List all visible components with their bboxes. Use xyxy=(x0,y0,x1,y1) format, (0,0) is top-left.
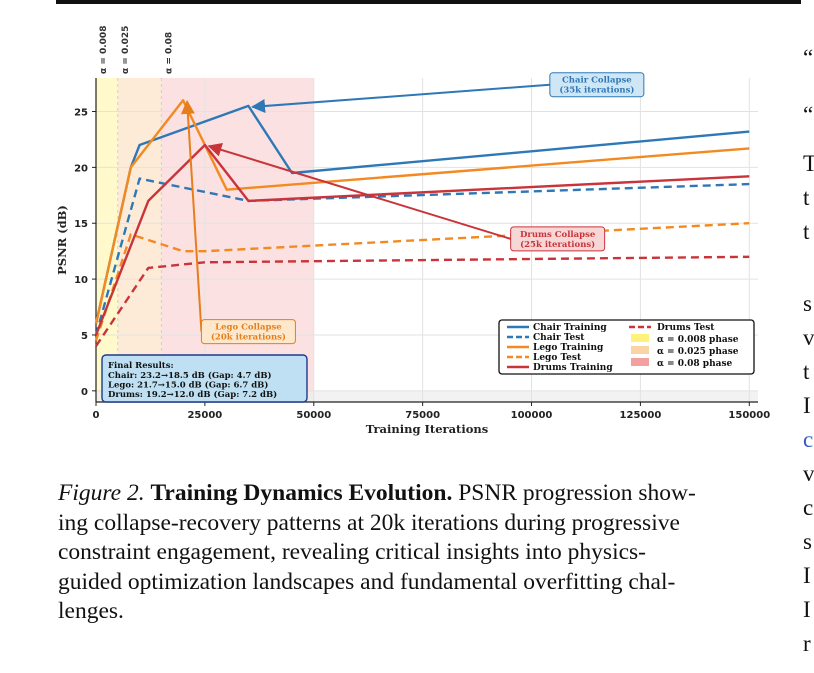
x-tick-label: 100000 xyxy=(511,410,553,421)
annotation-box xyxy=(510,226,606,252)
series-line xyxy=(95,255,750,347)
legend-label: Chair Training xyxy=(533,323,607,333)
right-column-fragment: T xyxy=(803,151,814,176)
phase-band xyxy=(161,78,314,402)
phase-alpha-label: α = 0.008 xyxy=(99,26,109,74)
legend-label: α = 0.08 phase xyxy=(657,359,733,369)
caption-title: Training Dynamics Evolution. xyxy=(150,480,453,506)
y-tick-label: 0 xyxy=(81,387,88,398)
series-line xyxy=(94,143,750,336)
series-line xyxy=(94,222,750,341)
right-column-fragment: v xyxy=(803,325,814,350)
annotation-text: (20k iterations) xyxy=(211,332,286,343)
x-tick-label: 125000 xyxy=(620,410,662,421)
caption-line-3: constraint engagement, revealing critica… xyxy=(58,539,646,565)
caption-line-4: guided optimization landscapes and funda… xyxy=(58,568,676,595)
results-line: Lego: 21.7→15.0 dB (Gap: 6.7 dB) xyxy=(108,380,268,391)
legend-label: α = 0.008 phase xyxy=(657,335,739,345)
legend-label: α = 0.025 phase xyxy=(657,347,739,357)
legend-label: Lego Test xyxy=(533,353,582,363)
results-line: Drums: 19.2→12.0 dB (Gap: 7.2 dB) xyxy=(108,389,277,400)
legend-label: Drums Test xyxy=(657,323,715,333)
legend-label: Drums Training xyxy=(533,363,613,373)
y-tick-label: 15 xyxy=(74,219,88,230)
right-column-fragment: c xyxy=(803,427,814,452)
baseline-band xyxy=(96,390,758,402)
figure-caption: Figure 2. Training Dynamics Evolution. P… xyxy=(58,479,770,627)
right-column-fragment: v xyxy=(803,461,814,486)
y-tick-label: 20 xyxy=(74,163,88,174)
annotation-box xyxy=(549,72,645,98)
x-tick-label: 25000 xyxy=(187,410,222,421)
right-column-fragment: s xyxy=(803,529,812,554)
x-tick-label: 75000 xyxy=(405,410,440,421)
results-box xyxy=(101,354,308,403)
right-column-fragment: t xyxy=(803,219,810,244)
legend-label: Lego Training xyxy=(533,343,604,353)
annotation-arrow xyxy=(207,143,511,240)
annotation-box xyxy=(200,319,296,345)
phase-band xyxy=(117,78,162,402)
right-column-fragment: I xyxy=(803,393,811,418)
right-column-fragment: I xyxy=(803,563,811,588)
y-axis-label: PSNR (dB) xyxy=(55,205,69,275)
right-column-fragment: t xyxy=(803,359,810,384)
caption-label: Figure 2. xyxy=(58,480,145,506)
annotation-text: (25k iterations) xyxy=(520,239,595,250)
caption-line-1: PSNR progression show- xyxy=(458,480,696,506)
x-axis-label: Training Iterations xyxy=(366,422,488,436)
right-column-fragment: I xyxy=(803,597,811,622)
y-tick-label: 5 xyxy=(81,331,88,342)
x-tick-label: 50000 xyxy=(296,410,331,421)
y-tick-label: 10 xyxy=(74,275,88,286)
annotation-arrow xyxy=(251,83,550,113)
legend-swatch xyxy=(631,358,649,366)
x-tick-label: 150000 xyxy=(728,410,770,421)
annotation-text: Chair Collapse xyxy=(562,76,632,86)
annotation-text: Drums Collapse xyxy=(520,230,596,240)
legend-box xyxy=(498,319,755,375)
legend-label: Chair Test xyxy=(533,333,585,343)
results-title: Final Results: xyxy=(108,361,174,371)
right-column-fragment: t xyxy=(803,185,810,210)
annotation-text: Lego Collapse xyxy=(215,323,282,333)
results-line: Chair: 23.2→18.5 dB (Gap: 4.7 dB) xyxy=(108,370,272,381)
caption-line-5: lenges. xyxy=(58,598,124,624)
series-line xyxy=(94,177,750,336)
annotation-arrow xyxy=(180,99,203,332)
right-column-fragment: “ xyxy=(803,102,814,127)
caption-line-2: ing collapse-recovery patterns at 20k it… xyxy=(58,509,680,536)
legend-swatch xyxy=(631,346,649,354)
right-column-fragment: r xyxy=(803,631,811,656)
figure-psnr-chart: α = 0.008 α = 0.025 α = 0.08 0 25000 50000 75… xyxy=(55,26,770,436)
phase-alpha-label: α = 0.025 xyxy=(121,26,131,74)
annotation-text: (35k iterations) xyxy=(559,85,634,96)
right-column-fragment: “ xyxy=(803,45,814,70)
x-tick-label: 0 xyxy=(93,410,100,421)
right-column-fragment: c xyxy=(803,495,814,520)
y-tick-label: 25 xyxy=(74,108,88,119)
legend-swatch xyxy=(631,334,649,342)
top-rule xyxy=(56,0,801,4)
phase-alpha-label: α = 0.08 xyxy=(164,32,174,74)
right-column-fragment: s xyxy=(803,291,812,316)
